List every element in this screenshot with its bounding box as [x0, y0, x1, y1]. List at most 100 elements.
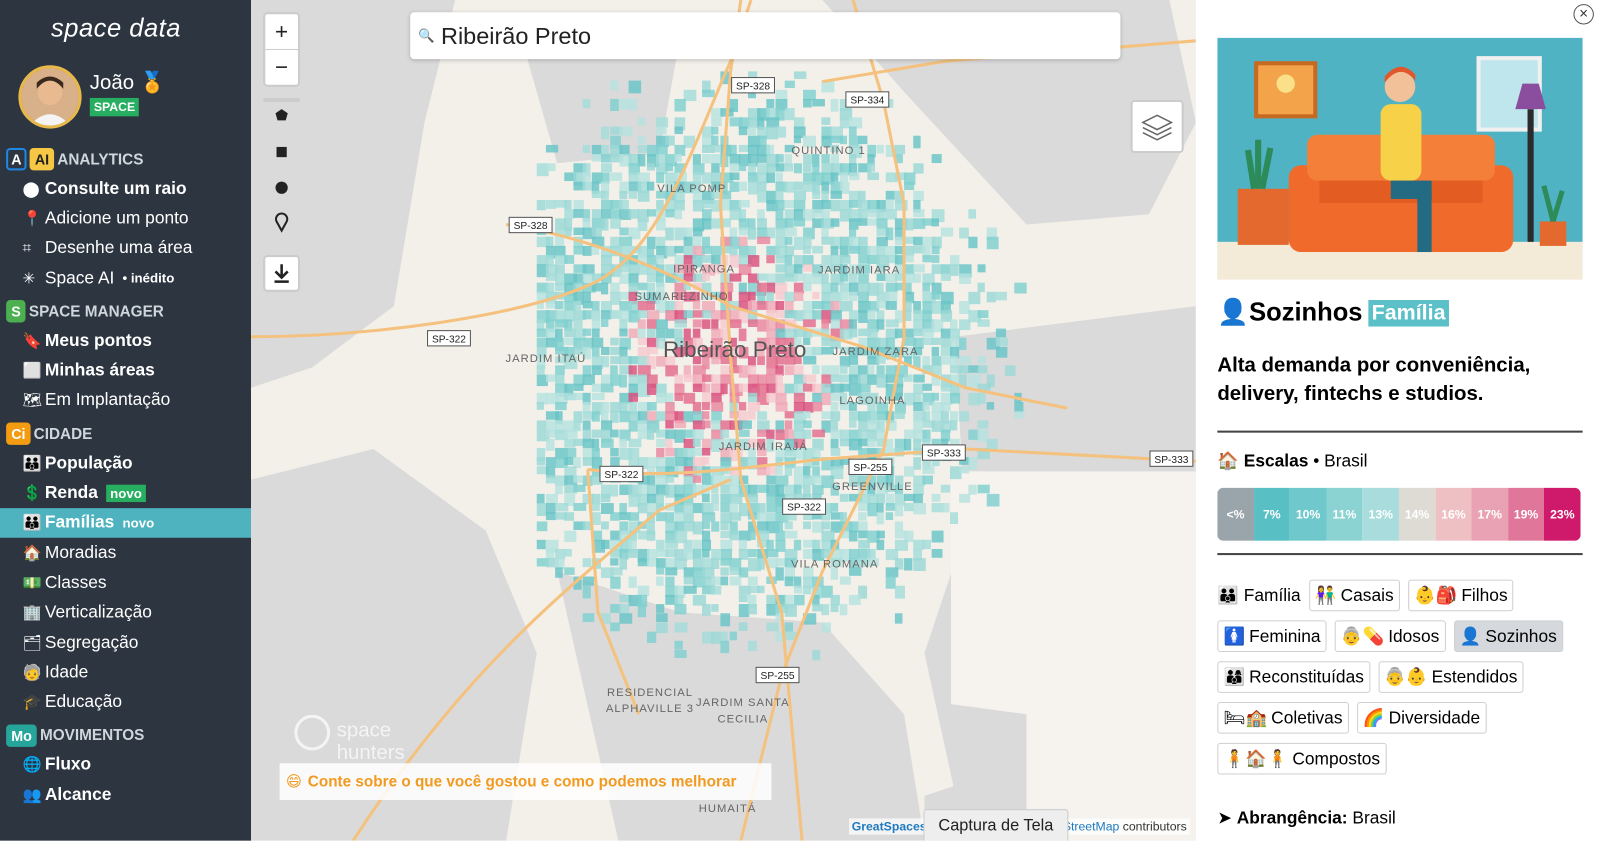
menu-item[interactable]: 👪 Famílias novo [0, 507, 252, 538]
circle-tool[interactable] [275, 181, 288, 194]
census-tract [637, 365, 651, 376]
census-tract [766, 558, 779, 569]
menu-item[interactable]: 🗺 Em Implantação [0, 385, 251, 415]
census-tract [738, 310, 751, 324]
census-tract [848, 126, 857, 137]
census-tract [656, 319, 668, 329]
menu-item[interactable]: ✳ Space AI • inédito [0, 263, 251, 293]
polygon-tool[interactable] [275, 109, 288, 121]
census-tract [711, 475, 722, 487]
census-tract [876, 475, 889, 488]
menu-item[interactable]: ⬜ Minhas áreas [0, 356, 251, 386]
census-tract [830, 144, 840, 153]
download-icon [274, 264, 289, 283]
census-tract [619, 319, 628, 332]
census-tract [536, 457, 546, 466]
census-tract [812, 585, 822, 599]
avatar[interactable] [18, 65, 82, 129]
census-tract [876, 273, 886, 282]
census-tract [775, 190, 784, 203]
menu-item[interactable]: 👥 Alcance [0, 780, 251, 810]
census-tract [766, 594, 778, 606]
filter-chip[interactable]: 👫 Casais [1308, 579, 1400, 612]
census-tract [784, 218, 794, 228]
menu-item[interactable]: 🎓 Educação [0, 687, 251, 717]
menu-item[interactable]: 🏢 Verticalização [0, 598, 251, 628]
filter-chip[interactable]: 🚺 Feminina [1217, 620, 1327, 653]
census-tract [812, 548, 825, 561]
screenshot-button[interactable]: Captura de Tela [923, 809, 1069, 841]
census-tract [692, 282, 703, 290]
filter-chip[interactable]: 👨‍👩‍👦 Reconstituídas [1217, 661, 1371, 693]
menu-item[interactable]: 💲 Renda novo [0, 478, 251, 508]
download-button[interactable] [263, 255, 300, 292]
census-tract [720, 346, 731, 357]
census-tract [702, 420, 711, 429]
filter-chip[interactable]: 🧍🏠🧍 Compostos [1217, 742, 1387, 775]
filter-chip[interactable]: 👵👶 Estendidos [1378, 661, 1524, 693]
menu-item[interactable]: 🏠 Moradias [0, 538, 251, 568]
census-tract [619, 594, 632, 603]
rectangle-tool[interactable] [276, 146, 287, 158]
menu-item[interactable]: ⬤ Consulte um raio [0, 173, 251, 203]
census-tract [784, 594, 794, 608]
road-shield [782, 498, 827, 515]
census-tract [839, 493, 849, 502]
census-tract [876, 530, 885, 539]
census-tract [757, 337, 771, 350]
census-tract [564, 301, 576, 312]
census-tract [848, 245, 861, 254]
census-tract [702, 447, 711, 456]
menu-item[interactable]: 🧓 Idade [0, 657, 251, 687]
filter-chip[interactable]: 🛏🏫 Coletivas [1217, 702, 1349, 734]
census-tract [711, 218, 722, 229]
close-button[interactable]: × [1573, 4, 1594, 25]
census-tract [839, 402, 852, 411]
census-tract [793, 392, 805, 403]
layers-button[interactable] [1130, 99, 1184, 154]
census-tract [619, 310, 632, 322]
menu-item[interactable]: 🗂 Segregação [0, 627, 251, 657]
census-tract [885, 374, 898, 383]
census-tract [610, 365, 618, 375]
census-tract [775, 346, 787, 355]
census-tract [830, 337, 841, 349]
census-tract [637, 337, 649, 346]
menu-item[interactable]: 🔖 Meus pontos [0, 326, 251, 356]
census-tract [573, 374, 585, 386]
census-tract [692, 199, 705, 212]
census-tract [656, 301, 670, 313]
census-tract [637, 594, 648, 607]
census-tract [876, 346, 888, 357]
census-tract [720, 383, 728, 395]
zoom-out[interactable]: − [275, 54, 289, 80]
menu-item[interactable]: 🌐 Fluxo [0, 750, 251, 780]
census-tract [738, 365, 751, 378]
census-tract [628, 521, 641, 533]
census-tract [803, 98, 812, 108]
census-tract [757, 466, 771, 476]
census-tract [729, 512, 742, 521]
search-box[interactable]: 🔍 Ribeirão Preto [410, 12, 1121, 60]
map[interactable]: VILA POMP QUINTINO 1 IPIRANGA SUMAREZINHO JA… [251, 0, 1196, 841]
census-tract [702, 209, 712, 221]
census-tract [720, 521, 729, 531]
census-tract [922, 301, 933, 314]
menu-item[interactable]: 📍 Adicione um ponto [0, 203, 251, 233]
menu-item[interactable]: 💵 Classes [0, 568, 251, 598]
filter-chip[interactable]: 👵💊 Idosos [1334, 620, 1446, 653]
zoom-in[interactable]: + [265, 14, 298, 50]
menu-item[interactable]: 👪 População [0, 448, 251, 478]
menu-item[interactable]: ⌗ Desenhe uma área [0, 233, 251, 263]
census-tract [582, 411, 595, 420]
marker-tool[interactable] [275, 212, 289, 233]
filter-chip[interactable]: 👤 Sozinhos [1453, 620, 1563, 653]
brand[interactable]: space data [51, 14, 181, 43]
census-tract [628, 328, 638, 338]
filter-chip[interactable]: 🌈 Diversidade [1356, 702, 1487, 734]
filter-chip[interactable]: 👶🎒 Filhos [1407, 579, 1514, 612]
census-tract [555, 558, 565, 570]
census-tract [949, 346, 960, 359]
feedback-bar[interactable]: 😄 Conte sobre o que você gostou e como po… [279, 763, 772, 800]
census-tract [656, 484, 669, 496]
